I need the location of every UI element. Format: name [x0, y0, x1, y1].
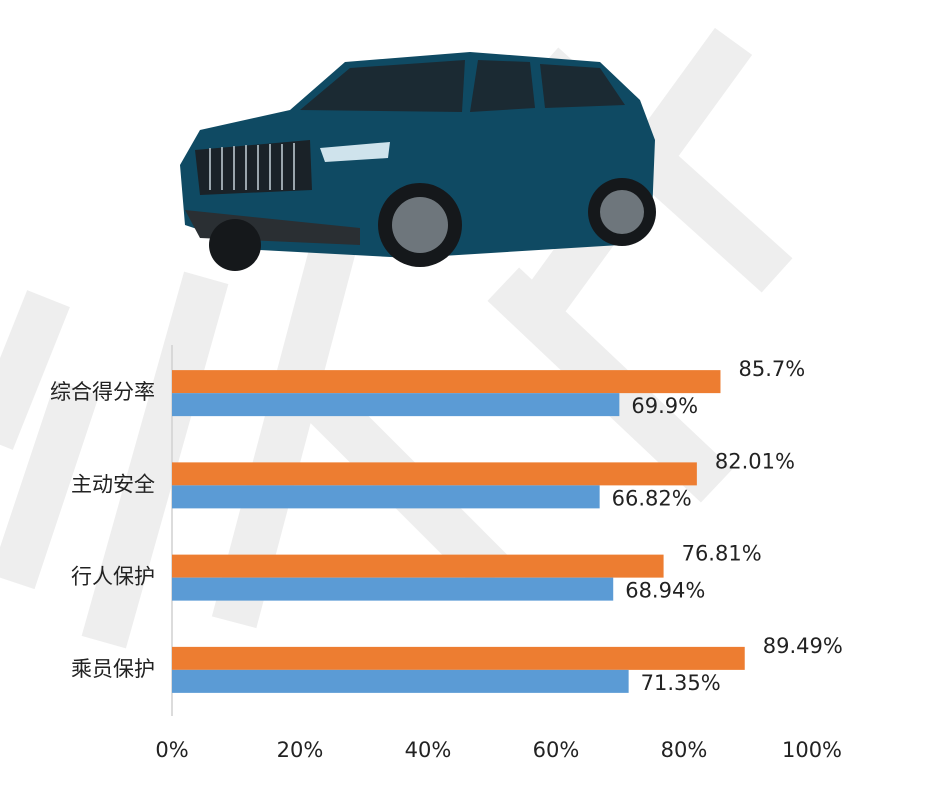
value-label: 71.35%: [641, 671, 721, 695]
bar: [172, 669, 629, 693]
x-tick-label: 0%: [155, 738, 188, 762]
value-label: 85.7%: [738, 357, 805, 381]
bar: [172, 393, 620, 417]
bar: [172, 577, 614, 601]
bar: [172, 485, 600, 509]
value-label: 69.9%: [631, 394, 698, 418]
value-label: 82.01%: [715, 449, 795, 473]
bar: [172, 554, 664, 578]
y-tick-label: 综合得分率: [50, 380, 155, 404]
value-label: 66.82%: [612, 486, 692, 510]
bar: [172, 646, 745, 670]
y-tick-label: 行人保护: [71, 565, 155, 589]
bar: [172, 462, 697, 486]
value-label: 76.81%: [682, 542, 762, 566]
x-tick-label: 100%: [782, 738, 842, 762]
y-tick-label: 乘员保护: [71, 657, 155, 681]
x-tick-label: 40%: [405, 738, 452, 762]
value-label: 68.94%: [625, 579, 705, 603]
car-image: [180, 52, 656, 271]
x-tick-label: 20%: [277, 738, 324, 762]
bar: [172, 370, 721, 394]
x-tick-label: 80%: [661, 738, 708, 762]
x-tick-label: 60%: [533, 738, 580, 762]
value-label: 89.49%: [763, 634, 843, 658]
y-tick-label: 主动安全: [71, 472, 155, 496]
